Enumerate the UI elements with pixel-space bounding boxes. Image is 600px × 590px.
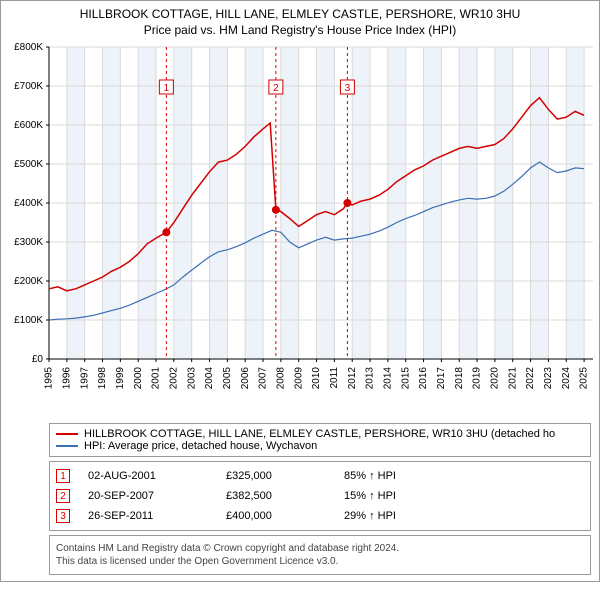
event-pct: 29% ↑ HPI [344,510,454,522]
event-pct: 85% ↑ HPI [344,470,454,482]
svg-text:2006: 2006 [240,367,251,390]
svg-text:2023: 2023 [543,367,554,390]
title-block: HILLBROOK COTTAGE, HILL LANE, ELMLEY CAS… [1,1,599,39]
legend-swatch [56,433,78,435]
chart-container: HILLBROOK COTTAGE, HILL LANE, ELMLEY CAS… [0,0,600,582]
event-date: 20-SEP-2007 [88,490,208,502]
svg-text:2015: 2015 [400,367,411,390]
svg-text:1996: 1996 [61,367,72,390]
svg-text:1997: 1997 [79,367,90,390]
legend-label: HPI: Average price, detached house, Wych… [84,440,317,452]
svg-text:£500K: £500K [14,159,43,170]
event-marker-icon: 2 [56,489,70,503]
svg-text:2: 2 [273,83,279,94]
svg-text:2020: 2020 [490,367,501,390]
event-pct: 15% ↑ HPI [344,490,454,502]
event-date: 02-AUG-2001 [88,470,208,482]
chart-subtitle: Price paid vs. HM Land Registry's House … [5,23,595,37]
chart-plot-area: £0 £100K £200K £300K £400K £500K £600K £700K £80… [1,39,599,419]
event-row: 1 02-AUG-2001 £325,000 85% ↑ HPI [56,466,584,486]
legend-swatch [56,445,78,447]
svg-text:2016: 2016 [418,367,429,390]
svg-text:1995: 1995 [44,367,55,390]
svg-text:2024: 2024 [561,367,572,390]
svg-text:£200K: £200K [14,276,43,287]
chart-svg: £0 £100K £200K £300K £400K £500K £600K £700K £80… [1,39,599,419]
svg-text:2008: 2008 [276,367,287,390]
svg-text:2013: 2013 [365,367,376,390]
svg-text:£800K: £800K [14,42,43,53]
event-marker-icon: 1 [56,469,70,483]
event-row: 3 26-SEP-2011 £400,000 29% ↑ HPI [56,506,584,526]
svg-text:2009: 2009 [293,367,304,390]
svg-text:2003: 2003 [186,367,197,390]
svg-text:2021: 2021 [507,367,518,390]
svg-text:2002: 2002 [168,367,179,390]
legend-row: HILLBROOK COTTAGE, HILL LANE, ELMLEY CAS… [56,428,584,440]
svg-text:2011: 2011 [329,367,340,389]
svg-text:2025: 2025 [579,367,590,390]
legend-box: HILLBROOK COTTAGE, HILL LANE, ELMLEY CAS… [49,423,591,457]
svg-text:£0: £0 [32,354,44,365]
svg-text:2017: 2017 [436,367,447,390]
legend-label: HILLBROOK COTTAGE, HILL LANE, ELMLEY CAS… [84,428,555,440]
event-row: 2 20-SEP-2007 £382,500 15% ↑ HPI [56,486,584,506]
legend-row: HPI: Average price, detached house, Wych… [56,440,584,452]
svg-text:£300K: £300K [14,237,43,248]
svg-text:2014: 2014 [383,367,394,390]
svg-text:2004: 2004 [204,367,215,390]
svg-text:2010: 2010 [311,367,322,390]
event-price: £325,000 [226,470,326,482]
chart-title: HILLBROOK COTTAGE, HILL LANE, ELMLEY CAS… [5,7,595,21]
events-box: 1 02-AUG-2001 £325,000 85% ↑ HPI 2 20-SE… [49,461,591,531]
svg-text:2000: 2000 [133,367,144,390]
svg-text:£400K: £400K [14,198,43,209]
event-marker-icon: 3 [56,509,70,523]
svg-text:2005: 2005 [222,367,233,390]
event-price: £400,000 [226,510,326,522]
footer-line: This data is licensed under the Open Gov… [56,555,584,568]
svg-text:2001: 2001 [151,367,162,390]
attribution-footer: Contains HM Land Registry data © Crown c… [49,535,591,575]
svg-text:£600K: £600K [14,120,43,131]
svg-text:3: 3 [345,83,351,94]
svg-text:2022: 2022 [525,367,536,390]
svg-text:1: 1 [164,83,170,94]
svg-text:2019: 2019 [472,367,483,390]
svg-text:2012: 2012 [347,367,358,390]
svg-text:2007: 2007 [258,367,269,390]
event-date: 26-SEP-2011 [88,510,208,522]
svg-text:2018: 2018 [454,367,465,390]
svg-text:1999: 1999 [115,367,126,390]
svg-text:£100K: £100K [14,315,43,326]
event-price: £382,500 [226,490,326,502]
svg-text:1998: 1998 [97,367,108,390]
svg-text:£700K: £700K [14,81,43,92]
footer-line: Contains HM Land Registry data © Crown c… [56,542,584,555]
